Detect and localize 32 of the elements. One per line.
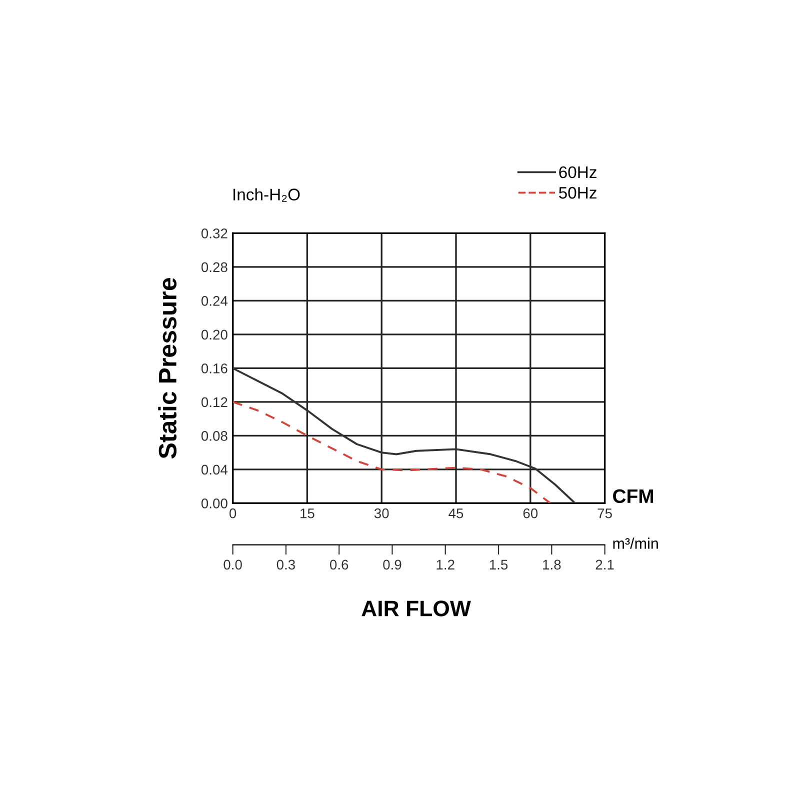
x2-tick-label: 0.3 [276, 560, 295, 570]
legend-label: 60Hz [559, 166, 596, 178]
x2-axis-title: m³/min [613, 538, 658, 549]
y-axis-title: Static Pressure [158, 278, 177, 458]
y-tick-label: 0.04 [201, 464, 228, 475]
x2-tick-label: 1.5 [490, 560, 508, 570]
text: AIR FLOW [362, 600, 471, 616]
y-tick-label: 0.12 [201, 397, 228, 408]
text: Inch-H₂O [234, 188, 300, 202]
y-tick-label: 0.32 [201, 228, 228, 238]
x2-tick-label: 0.0 [224, 560, 242, 570]
x-tick-label: 75 [598, 508, 612, 518]
x-tick-label: 15 [300, 508, 314, 518]
x2-tick-label: 2.1 [596, 560, 614, 570]
x2-tick-label: 0.9 [383, 560, 402, 570]
y-tick-label: 0.20 [201, 330, 228, 340]
y-tick-label: 0.24 [201, 296, 228, 306]
y-tick-label: 0.16 [201, 364, 228, 374]
x2-tick-label: 1.8 [543, 560, 561, 570]
y-tick-label: 0.00 [201, 498, 228, 508]
x-tick-label: 0 [229, 508, 236, 518]
line-series [232, 367, 576, 504]
x-tick-label: 30 [374, 508, 389, 518]
legend-label: 50Hz [559, 186, 596, 199]
x2-tick-label: 0.6 [330, 560, 348, 570]
line-series [232, 400, 552, 504]
x-axis-title: CFM [613, 489, 654, 504]
y-tick-label: 0.08 [201, 431, 228, 441]
x-tick-label: 45 [448, 508, 464, 518]
x2-tick-label: 1.2 [436, 560, 454, 570]
x-tick-label: 60 [523, 508, 538, 518]
y-tick-label: 0.28 [201, 262, 228, 272]
